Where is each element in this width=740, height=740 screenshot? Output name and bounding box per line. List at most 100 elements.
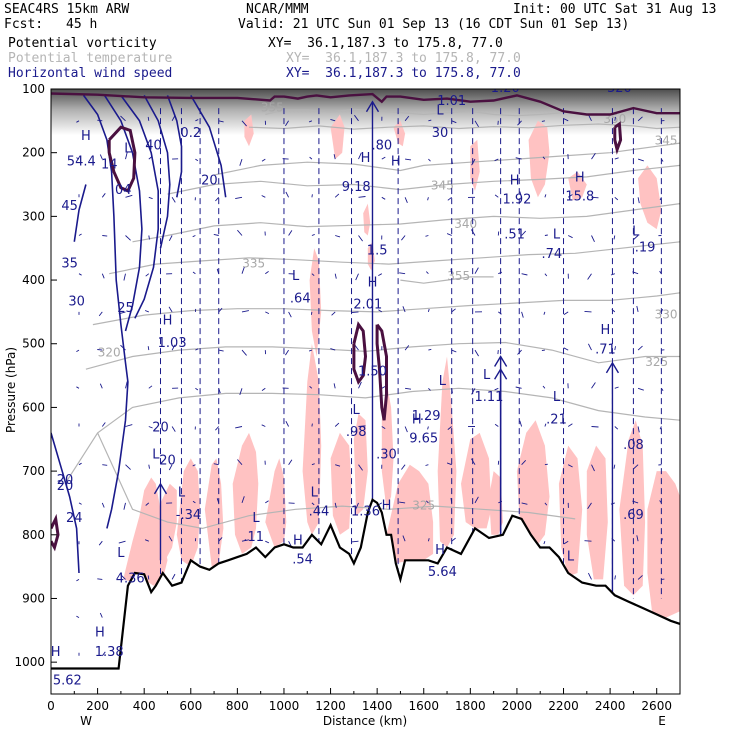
extrema-label-29: H [163, 314, 173, 329]
wind-vector [563, 347, 569, 351]
wind-vector [148, 464, 150, 469]
wind-vector [519, 420, 523, 427]
wind-vector [402, 306, 406, 313]
wind-vector [447, 196, 452, 201]
wind-vector [471, 229, 476, 236]
wind-arrow-head-3 [153, 482, 168, 495]
wind-vector [101, 273, 105, 279]
wind-vector [192, 464, 196, 467]
wind-speed-label-4: 40 [145, 139, 162, 154]
wind-vector [215, 426, 220, 431]
extrema-label-41: .21 [546, 412, 567, 427]
wind-vector [402, 535, 406, 542]
wind-vector [261, 424, 266, 427]
tropopause-pv-contour [51, 92, 680, 116]
wind-vector [567, 194, 573, 198]
wind-vector [614, 386, 619, 389]
wind-vector [614, 346, 616, 351]
extrema-label-53: .44 [309, 505, 330, 520]
wind-vector [544, 273, 548, 277]
wind-speed-contour-0 [82, 94, 129, 529]
wind-vector [567, 464, 573, 468]
wind-vector [330, 118, 336, 122]
extrema-label-34: L [439, 374, 447, 389]
theta-contour-10 [97, 432, 576, 530]
wind-vector [401, 464, 406, 470]
legend-pv-xy: XY= 36.1,187.3 to 175.8, 77.0 [268, 36, 503, 51]
wind-vector [265, 540, 270, 544]
y-tick-label-6: 700 [22, 464, 45, 478]
wind-vector [102, 464, 108, 466]
cloud-region-8 [330, 432, 352, 535]
extrema-label-38: L [483, 368, 491, 383]
theta-contour-9 [64, 387, 680, 485]
wind-vector [521, 230, 527, 236]
extrema-label-26: 2.01 [353, 298, 382, 313]
wind-vector [446, 233, 452, 236]
wind-vector [474, 120, 479, 128]
extrema-label-68: 20 [57, 473, 74, 488]
wind-vector [235, 426, 243, 429]
header-init: Init: 00 UTC Sat 31 Aug 13 [513, 2, 717, 17]
wind-vector [591, 382, 596, 389]
wind-vector [613, 235, 616, 240]
wind-vector [519, 191, 523, 198]
wind-vector [541, 120, 545, 122]
wind-vector [521, 502, 528, 505]
wind-vector [310, 311, 313, 315]
wind-arrow-head-2 [605, 361, 620, 374]
wind-vector [192, 235, 196, 238]
wind-vector [102, 235, 108, 237]
wind-vector [563, 540, 569, 545]
x-tick-label-6: 1200 [315, 699, 346, 713]
extrema-label-43: .98 [346, 425, 367, 440]
wind-vector [76, 349, 80, 352]
wind-vector [78, 502, 82, 505]
wind-vector [288, 311, 292, 318]
extrema-label-16: 1.92 [502, 193, 531, 208]
wind-vector [99, 154, 103, 160]
wind-vector [544, 423, 547, 427]
wind-vector [309, 386, 313, 389]
extrema-label-66: H [51, 645, 61, 660]
wind-vector [425, 235, 429, 237]
extrema-label-19: .51 [504, 228, 525, 243]
wind-vector [637, 345, 643, 351]
wind-vector [428, 387, 431, 391]
header-org: NCAR/MMM [246, 2, 309, 17]
x-tick-label-11: 2200 [548, 699, 579, 713]
legend-wind-name: Horizontal wind speed [8, 66, 173, 81]
wind-vector [541, 349, 545, 352]
cloud-region-5 [265, 458, 287, 548]
wind-vector [144, 539, 149, 542]
wind-vector [474, 349, 479, 357]
extrema-label-47: 20 [159, 454, 176, 469]
wind-vector [451, 537, 456, 542]
wind-vector [76, 157, 80, 160]
wind-vector [120, 115, 126, 122]
theta-contour-label-0: 355 [261, 100, 284, 114]
wind-vector [633, 464, 639, 470]
wind-vector [148, 426, 153, 429]
wind-vector [171, 573, 176, 580]
wind-vector [637, 197, 640, 204]
wind-vector [171, 344, 176, 351]
wind-vector [218, 307, 223, 313]
wind-vector [125, 381, 128, 389]
wind-vector [587, 273, 592, 280]
extrema-label-7: 9.18 [342, 180, 371, 195]
wind-vector [335, 235, 341, 238]
y-tick-label-2: 300 [22, 209, 45, 223]
pv-contour-4 [51, 513, 60, 552]
wind-vector [98, 311, 103, 317]
wind-vector [168, 235, 173, 242]
wind-vector [614, 116, 616, 121]
legend-wind-xy: XY= 36.1,187.3 to 175.8, 77.0 [286, 66, 521, 81]
x-tick-label-12: 2400 [595, 699, 626, 713]
wind-speed-contour-1 [103, 94, 143, 332]
wind-vector [145, 273, 150, 277]
extrema-label-35: H [412, 412, 422, 427]
wind-vector [610, 273, 615, 276]
wind-vector [241, 266, 245, 274]
x-tick-label-0: 0 [47, 699, 55, 713]
